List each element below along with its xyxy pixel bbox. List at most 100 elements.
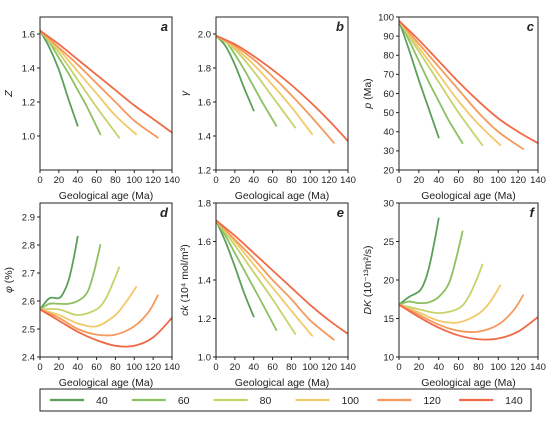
- series-line-140: [40, 308, 172, 348]
- y-tick-label: 1.6: [22, 29, 35, 40]
- series-line-40: [40, 235, 79, 311]
- x-tick-label: 100: [490, 175, 506, 186]
- y-axis-label-unit: (%): [3, 267, 15, 286]
- series-line-40: [399, 19, 440, 139]
- series-line-140: [216, 34, 348, 142]
- x-tick-label: 140: [164, 362, 180, 373]
- y-axis-label: Z: [3, 90, 15, 98]
- series-line-80: [216, 219, 297, 335]
- y-tick-label: 2.8: [22, 240, 35, 251]
- series-lines: [399, 19, 538, 150]
- series-line-40: [40, 29, 79, 127]
- y-tick-label: 1.2: [22, 97, 35, 108]
- x-tick-label: 40: [433, 175, 444, 186]
- y-tick-label: 1.0: [198, 352, 211, 363]
- panel-c: 0 20 40 60 80 100 120 1402030405060708090100Geo…: [362, 12, 546, 202]
- panel-letter: d: [160, 205, 169, 220]
- x-tick-label: 100: [490, 362, 506, 373]
- x-tick-label: 80: [110, 175, 121, 186]
- x-tick-label: 80: [473, 362, 484, 373]
- plot-frame: [215, 16, 349, 171]
- plot-frame: [39, 16, 173, 171]
- y-tick-label: 30: [383, 146, 394, 157]
- legend-item-120: 120: [377, 395, 441, 407]
- series-lines: [399, 217, 538, 341]
- x-tick-label: 120: [321, 362, 337, 373]
- y-axis-label: γ: [179, 90, 191, 96]
- y-tick-label: 40: [383, 127, 394, 138]
- x-tick-label: 20: [230, 175, 241, 186]
- series-line-120: [40, 29, 159, 139]
- series-line-60: [399, 19, 464, 145]
- y-tick-label: 1.4: [198, 275, 211, 286]
- series-line-100: [216, 34, 314, 136]
- series-line-80: [40, 266, 121, 316]
- series-line-120: [399, 19, 525, 150]
- x-tick-label: 40: [72, 362, 83, 373]
- legend-label: 100: [342, 395, 360, 407]
- y-tick-label: 50: [383, 108, 394, 119]
- y-tick-label: 25: [383, 237, 394, 248]
- legend-item-140: 140: [459, 395, 523, 407]
- series-line-120: [216, 219, 335, 341]
- x-axis-label: Geological age (Ma): [235, 377, 330, 389]
- series-line-100: [399, 19, 502, 147]
- x-tick-label: 120: [510, 362, 526, 373]
- x-tick-label: 100: [126, 175, 142, 186]
- x-tick-label: 40: [248, 362, 259, 373]
- series-line-60: [216, 219, 278, 331]
- x-tick-label: 100: [302, 175, 318, 186]
- y-tick-label: 1.6: [198, 97, 211, 108]
- panel-a: 0 20 40 60 80 100 120 140 1.0 1.2 1.4 1.6 Geological…: [3, 16, 180, 202]
- legend-label: 60: [178, 395, 190, 407]
- panel-e: 0 20 40 60 80 100 120 140 1.0 1.2 1.4 1.6 1.8 Geologi…: [179, 198, 356, 389]
- x-tick-label: 60: [267, 362, 278, 373]
- series-lines: [216, 219, 348, 341]
- series-line-40: [399, 217, 440, 306]
- y-axis-label: p (Ma): [362, 78, 374, 109]
- panel-letter: b: [336, 19, 344, 34]
- x-tick-label: 20: [54, 362, 65, 373]
- x-tick-label: 20: [414, 362, 425, 373]
- y-tick-label: 60: [383, 89, 394, 100]
- x-tick-label: 0: [37, 175, 42, 186]
- x-axis-label: Geological age (Ma): [235, 190, 330, 202]
- y-tick-label: 1.2: [198, 165, 211, 176]
- plot-frame: [398, 202, 539, 358]
- y-tick-label: 20: [383, 275, 394, 286]
- legend: 40 60 80 100 120 140: [39, 388, 532, 412]
- x-axis-label: Geological age (Ma): [421, 377, 516, 389]
- panels: 0 20 40 60 80 100 120 140 1.0 1.2 1.4 1.6 Geological…: [3, 12, 546, 389]
- x-tick-label: 80: [286, 175, 297, 186]
- y-tick-label: 2.9: [22, 212, 35, 223]
- x-tick-label: 80: [286, 362, 297, 373]
- legend-box: [39, 388, 532, 412]
- y-axis-label: ck (10⁴ mol/m³): [179, 244, 191, 316]
- legend-item-80: 80: [213, 395, 272, 407]
- y-tick-label: 90: [383, 31, 394, 42]
- series-line-100: [40, 286, 138, 328]
- series-line-60: [40, 244, 102, 311]
- series-line-120: [40, 294, 159, 337]
- y-axis-label-main: Z: [3, 90, 15, 98]
- y-tick-label: 70: [383, 70, 394, 81]
- y-tick-label: 2.0: [198, 29, 211, 40]
- series-line-40: [216, 34, 255, 112]
- series-lines: [40, 235, 172, 348]
- panel-letter: c: [527, 19, 535, 34]
- x-tick-label: 80: [110, 362, 121, 373]
- series-line-140: [40, 29, 172, 134]
- panel-b: 0 20 40 60 80 100 120 140 1.2 1.4 1.6 1.8 2.0 Geologi…: [179, 16, 356, 202]
- legend-item-100: 100: [295, 395, 360, 407]
- series-line-80: [40, 29, 121, 139]
- y-axis-label-main: DK: [362, 299, 374, 315]
- x-tick-label: 20: [230, 362, 241, 373]
- y-tick-label: 2.5: [22, 324, 35, 335]
- y-tick-label: 1.4: [22, 63, 35, 74]
- x-tick-label: 0: [37, 362, 42, 373]
- series-line-80: [399, 263, 484, 315]
- x-tick-label: 0: [213, 175, 218, 186]
- y-tick-label: 30: [383, 198, 394, 209]
- y-axis-label-main: φ: [3, 286, 15, 293]
- x-tick-label: 100: [126, 362, 142, 373]
